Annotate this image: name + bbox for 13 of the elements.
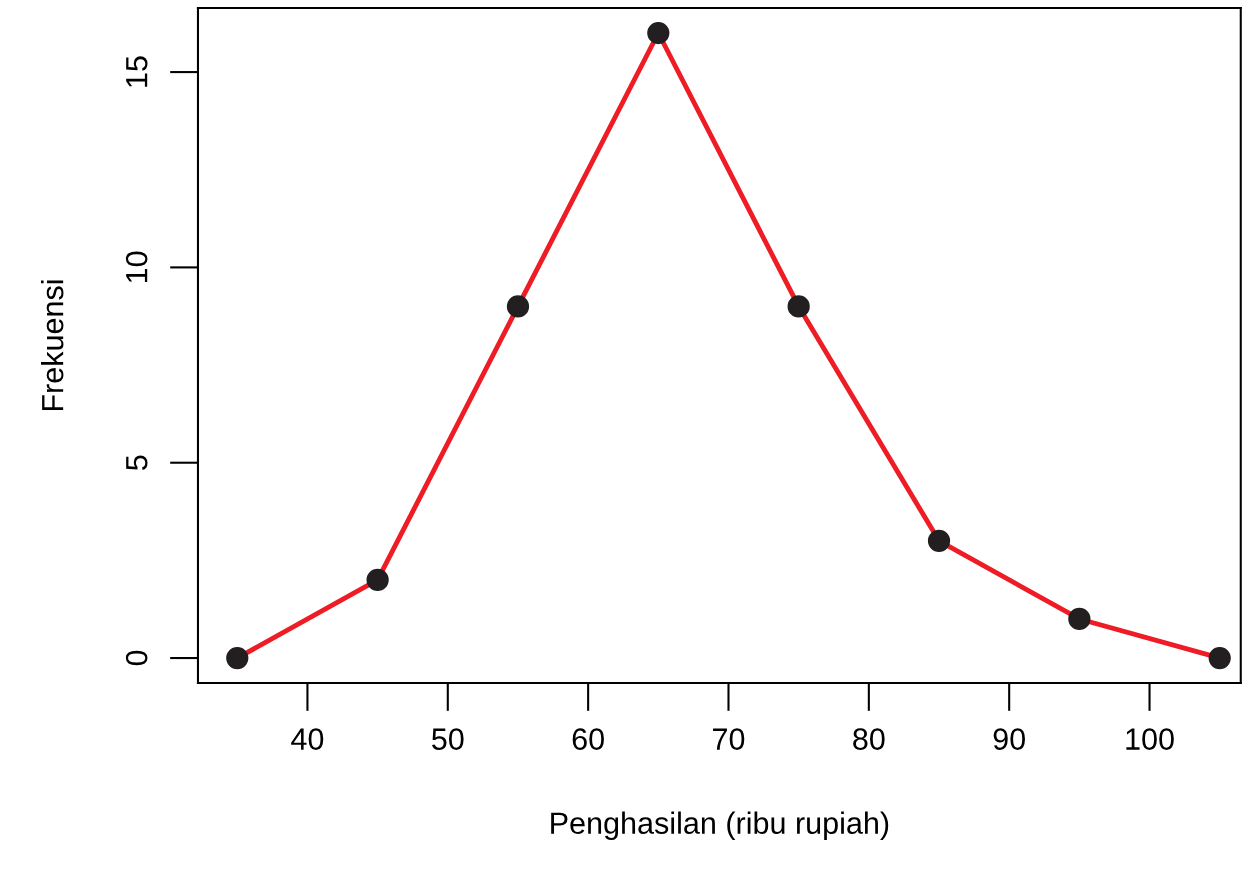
x-tick-label: 90 [993, 728, 1025, 750]
y-tick-label: 0 [125, 650, 148, 666]
x-tick-label: 80 [853, 728, 885, 750]
y-axis-title: Frekuensi [41, 280, 64, 411]
x-tick-label: 60 [572, 728, 604, 750]
x-tick-label: 40 [291, 728, 324, 750]
y-tick-label: 10 [125, 251, 148, 283]
y-tick-label: 15 [126, 56, 148, 87]
x-tick-label: 50 [432, 728, 464, 750]
x-tick-label: 100 [1126, 728, 1174, 750]
y-tick-label: 5 [126, 455, 148, 470]
x-axis-title: Penghasilan (ribu rupiah) [551, 811, 889, 841]
x-tick-label: 70 [713, 728, 745, 750]
